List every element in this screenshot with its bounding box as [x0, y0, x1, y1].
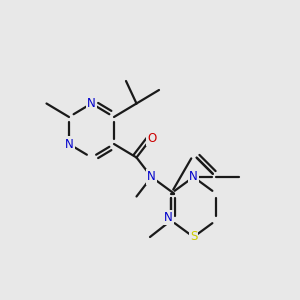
- Text: N: N: [164, 211, 172, 224]
- Text: N: N: [147, 170, 156, 184]
- Text: N: N: [87, 97, 96, 110]
- Text: N: N: [64, 137, 74, 151]
- Text: O: O: [147, 131, 156, 145]
- Text: S: S: [190, 230, 197, 244]
- Text: N: N: [189, 170, 198, 184]
